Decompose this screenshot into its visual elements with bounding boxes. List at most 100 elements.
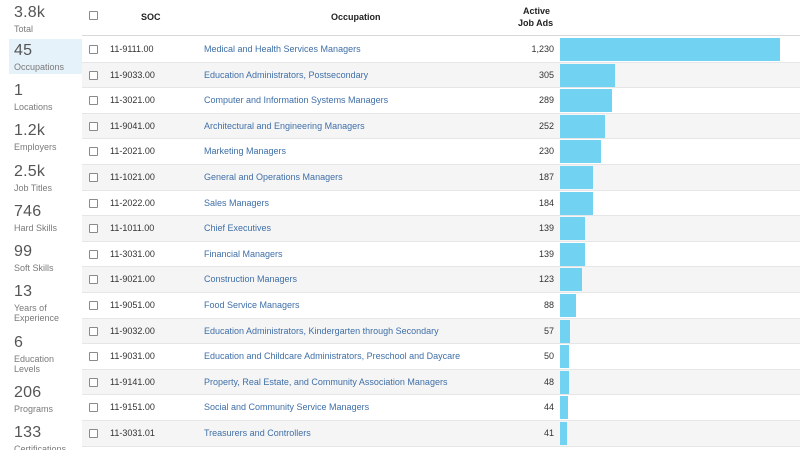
- occupation-link[interactable]: Construction Managers: [204, 274, 298, 285]
- stat-4[interactable]: 2.5k Job Titles: [9, 163, 82, 193]
- row-checkbox[interactable]: [89, 96, 98, 106]
- active-job-ads-count: 1,230: [531, 44, 554, 54]
- row-checkbox[interactable]: [89, 249, 98, 259]
- job-ads-bar: [560, 294, 576, 317]
- soc-code: 11-9033.00: [110, 69, 155, 80]
- occupation-link[interactable]: Food Service Managers: [204, 300, 300, 310]
- stat-label: Programs: [14, 404, 54, 414]
- row-checkbox[interactable]: [89, 45, 98, 54]
- stat-label: Total: [14, 24, 34, 34]
- select-all-checkbox[interactable]: [89, 11, 98, 20]
- active-job-ads-count: 48: [543, 376, 554, 387]
- table-row[interactable]: 11-3031.00 Financial Managers 139: [82, 241, 800, 268]
- stat-value: 746: [14, 203, 42, 220]
- occupation-link[interactable]: Education Administrators, Postsecondary: [204, 69, 369, 80]
- row-checkbox[interactable]: [89, 70, 98, 80]
- soc-code: 11-9021.00: [110, 274, 155, 285]
- job-ads-bar: [560, 370, 569, 394]
- soc-code: 11-3021.00: [110, 95, 155, 106]
- stat-1[interactable]: 45 Occupations: [9, 39, 82, 74]
- table-row[interactable]: 11-3021.00 Computer and Information Syste…: [82, 88, 800, 114]
- stat-7[interactable]: 13 Years of Experience: [9, 283, 82, 323]
- occupation-link[interactable]: Education and Childcare Administrators, …: [204, 351, 461, 362]
- row-checkbox[interactable]: [89, 275, 98, 285]
- row-checkbox[interactable]: [89, 326, 98, 336]
- soc-code: 11-1021.00: [110, 172, 155, 182]
- stat-label: Hard Skills: [14, 223, 58, 233]
- row-checkbox[interactable]: [89, 352, 98, 362]
- stat-2[interactable]: 1 Locations: [9, 82, 82, 112]
- table-row[interactable]: 11-9111.00 Medical and Health Services Ma…: [82, 37, 800, 63]
- table-header: SOC Occupation Active Job Ads: [82, 0, 800, 36]
- stat-0[interactable]: 3.8k Total: [9, 4, 82, 34]
- job-ads-bar: [560, 89, 612, 113]
- table-row[interactable]: 11-9021.00 Construction Managers 123: [82, 267, 800, 293]
- stat-5[interactable]: 746 Hard Skills: [9, 203, 82, 233]
- occupation-link[interactable]: Sales Managers: [204, 197, 270, 208]
- header-occupation[interactable]: Occupation: [331, 12, 381, 22]
- row-checkbox[interactable]: [89, 224, 98, 234]
- active-job-ads-count: 289: [538, 95, 554, 106]
- occupation-link[interactable]: Medical and Health Services Managers: [204, 44, 361, 54]
- header-active-job-ads-line1[interactable]: Active: [523, 6, 551, 16]
- stat-8[interactable]: 6 Education Levels: [9, 334, 82, 374]
- header-soc[interactable]: SOC: [141, 12, 161, 22]
- stat-6[interactable]: 99 Soft Skills: [9, 243, 82, 273]
- active-job-ads-count: 139: [538, 248, 554, 259]
- occupation-link[interactable]: Marketing Managers: [204, 146, 287, 157]
- stat-9[interactable]: 206 Programs: [9, 384, 82, 414]
- job-ads-bar: [560, 319, 571, 343]
- soc-code: 11-2021.00: [110, 146, 155, 157]
- row-checkbox[interactable]: [89, 198, 98, 208]
- active-job-ads-count: 252: [538, 120, 554, 131]
- active-job-ads-count: 123: [538, 274, 554, 285]
- table-row[interactable]: 11-1021.00 General and Operations Manager…: [82, 165, 800, 191]
- table-row[interactable]: 11-1011.00 Chief Executives 139: [82, 216, 800, 242]
- soc-code: 11-9111.00: [110, 44, 154, 54]
- active-job-ads-count: 41: [543, 428, 554, 438]
- row-checkbox[interactable]: [89, 429, 98, 438]
- occupation-link[interactable]: Education Administrators, Kindergarten t…: [204, 325, 439, 336]
- job-ads-bar: [560, 242, 585, 266]
- active-job-ads-count: 230: [538, 146, 554, 157]
- occupation-link[interactable]: Computer and Information Systems Manager…: [204, 95, 389, 106]
- table-row[interactable]: 11-9033.00 Education Administrators, Post…: [82, 62, 800, 89]
- occupation-link[interactable]: Treasurers and Controllers: [204, 428, 311, 438]
- table-row[interactable]: 11-9031.00 Education and Childcare Admini…: [82, 344, 800, 370]
- table-row[interactable]: 11-9151.00 Social and Community Service M…: [82, 395, 800, 421]
- row-checkbox[interactable]: [89, 173, 98, 182]
- soc-code: 11-9141.00: [110, 376, 155, 387]
- stat-10[interactable]: 133 Certifications: [9, 424, 82, 450]
- table-row[interactable]: 11-9041.00 Architectural and Engineering …: [82, 113, 800, 140]
- row-checkbox[interactable]: [89, 301, 98, 310]
- job-ads-bar: [560, 217, 585, 241]
- row-checkbox[interactable]: [89, 377, 98, 387]
- active-job-ads-count: 139: [538, 223, 554, 234]
- job-ads-bar: [560, 63, 615, 87]
- occupation-link[interactable]: Financial Managers: [204, 248, 283, 259]
- table-row[interactable]: 11-2021.00 Marketing Managers 230: [82, 139, 800, 165]
- active-job-ads-count: 44: [543, 402, 554, 413]
- header-active-job-ads-line2[interactable]: Job Ads: [518, 18, 554, 28]
- job-ads-bar: [560, 191, 593, 215]
- row-checkbox[interactable]: [89, 403, 98, 413]
- stat-label: Education Levels: [14, 354, 55, 374]
- occupation-link[interactable]: Social and Community Service Managers: [204, 402, 370, 413]
- job-ads-bar: [560, 140, 602, 164]
- table-row[interactable]: 11-9032.00 Education Administrators, Kind…: [82, 318, 800, 345]
- row-checkbox[interactable]: [89, 147, 98, 157]
- occupation-link[interactable]: Property, Real Estate, and Community Ass…: [204, 376, 448, 387]
- stat-3[interactable]: 1.2k Employers: [9, 122, 82, 152]
- table-row[interactable]: 11-3031.01 Treasurers and Controllers 41: [82, 421, 800, 447]
- occupation-link[interactable]: Architectural and Engineering Managers: [204, 120, 365, 131]
- table-row[interactable]: 11-2022.00 Sales Managers 184: [82, 190, 800, 217]
- soc-code: 11-9031.00: [110, 351, 155, 362]
- occupation-link[interactable]: General and Operations Managers: [204, 172, 343, 182]
- job-ads-bar: [560, 422, 568, 445]
- soc-code: 11-9041.00: [110, 120, 155, 131]
- row-checkbox[interactable]: [89, 121, 98, 131]
- table-row[interactable]: 11-9141.00 Property, Real Estate, and Com…: [82, 369, 800, 396]
- stat-label: Locations: [14, 102, 53, 112]
- occupation-link[interactable]: Chief Executives: [204, 223, 272, 234]
- table-row[interactable]: 11-9051.00 Food Service Managers 88: [82, 293, 800, 319]
